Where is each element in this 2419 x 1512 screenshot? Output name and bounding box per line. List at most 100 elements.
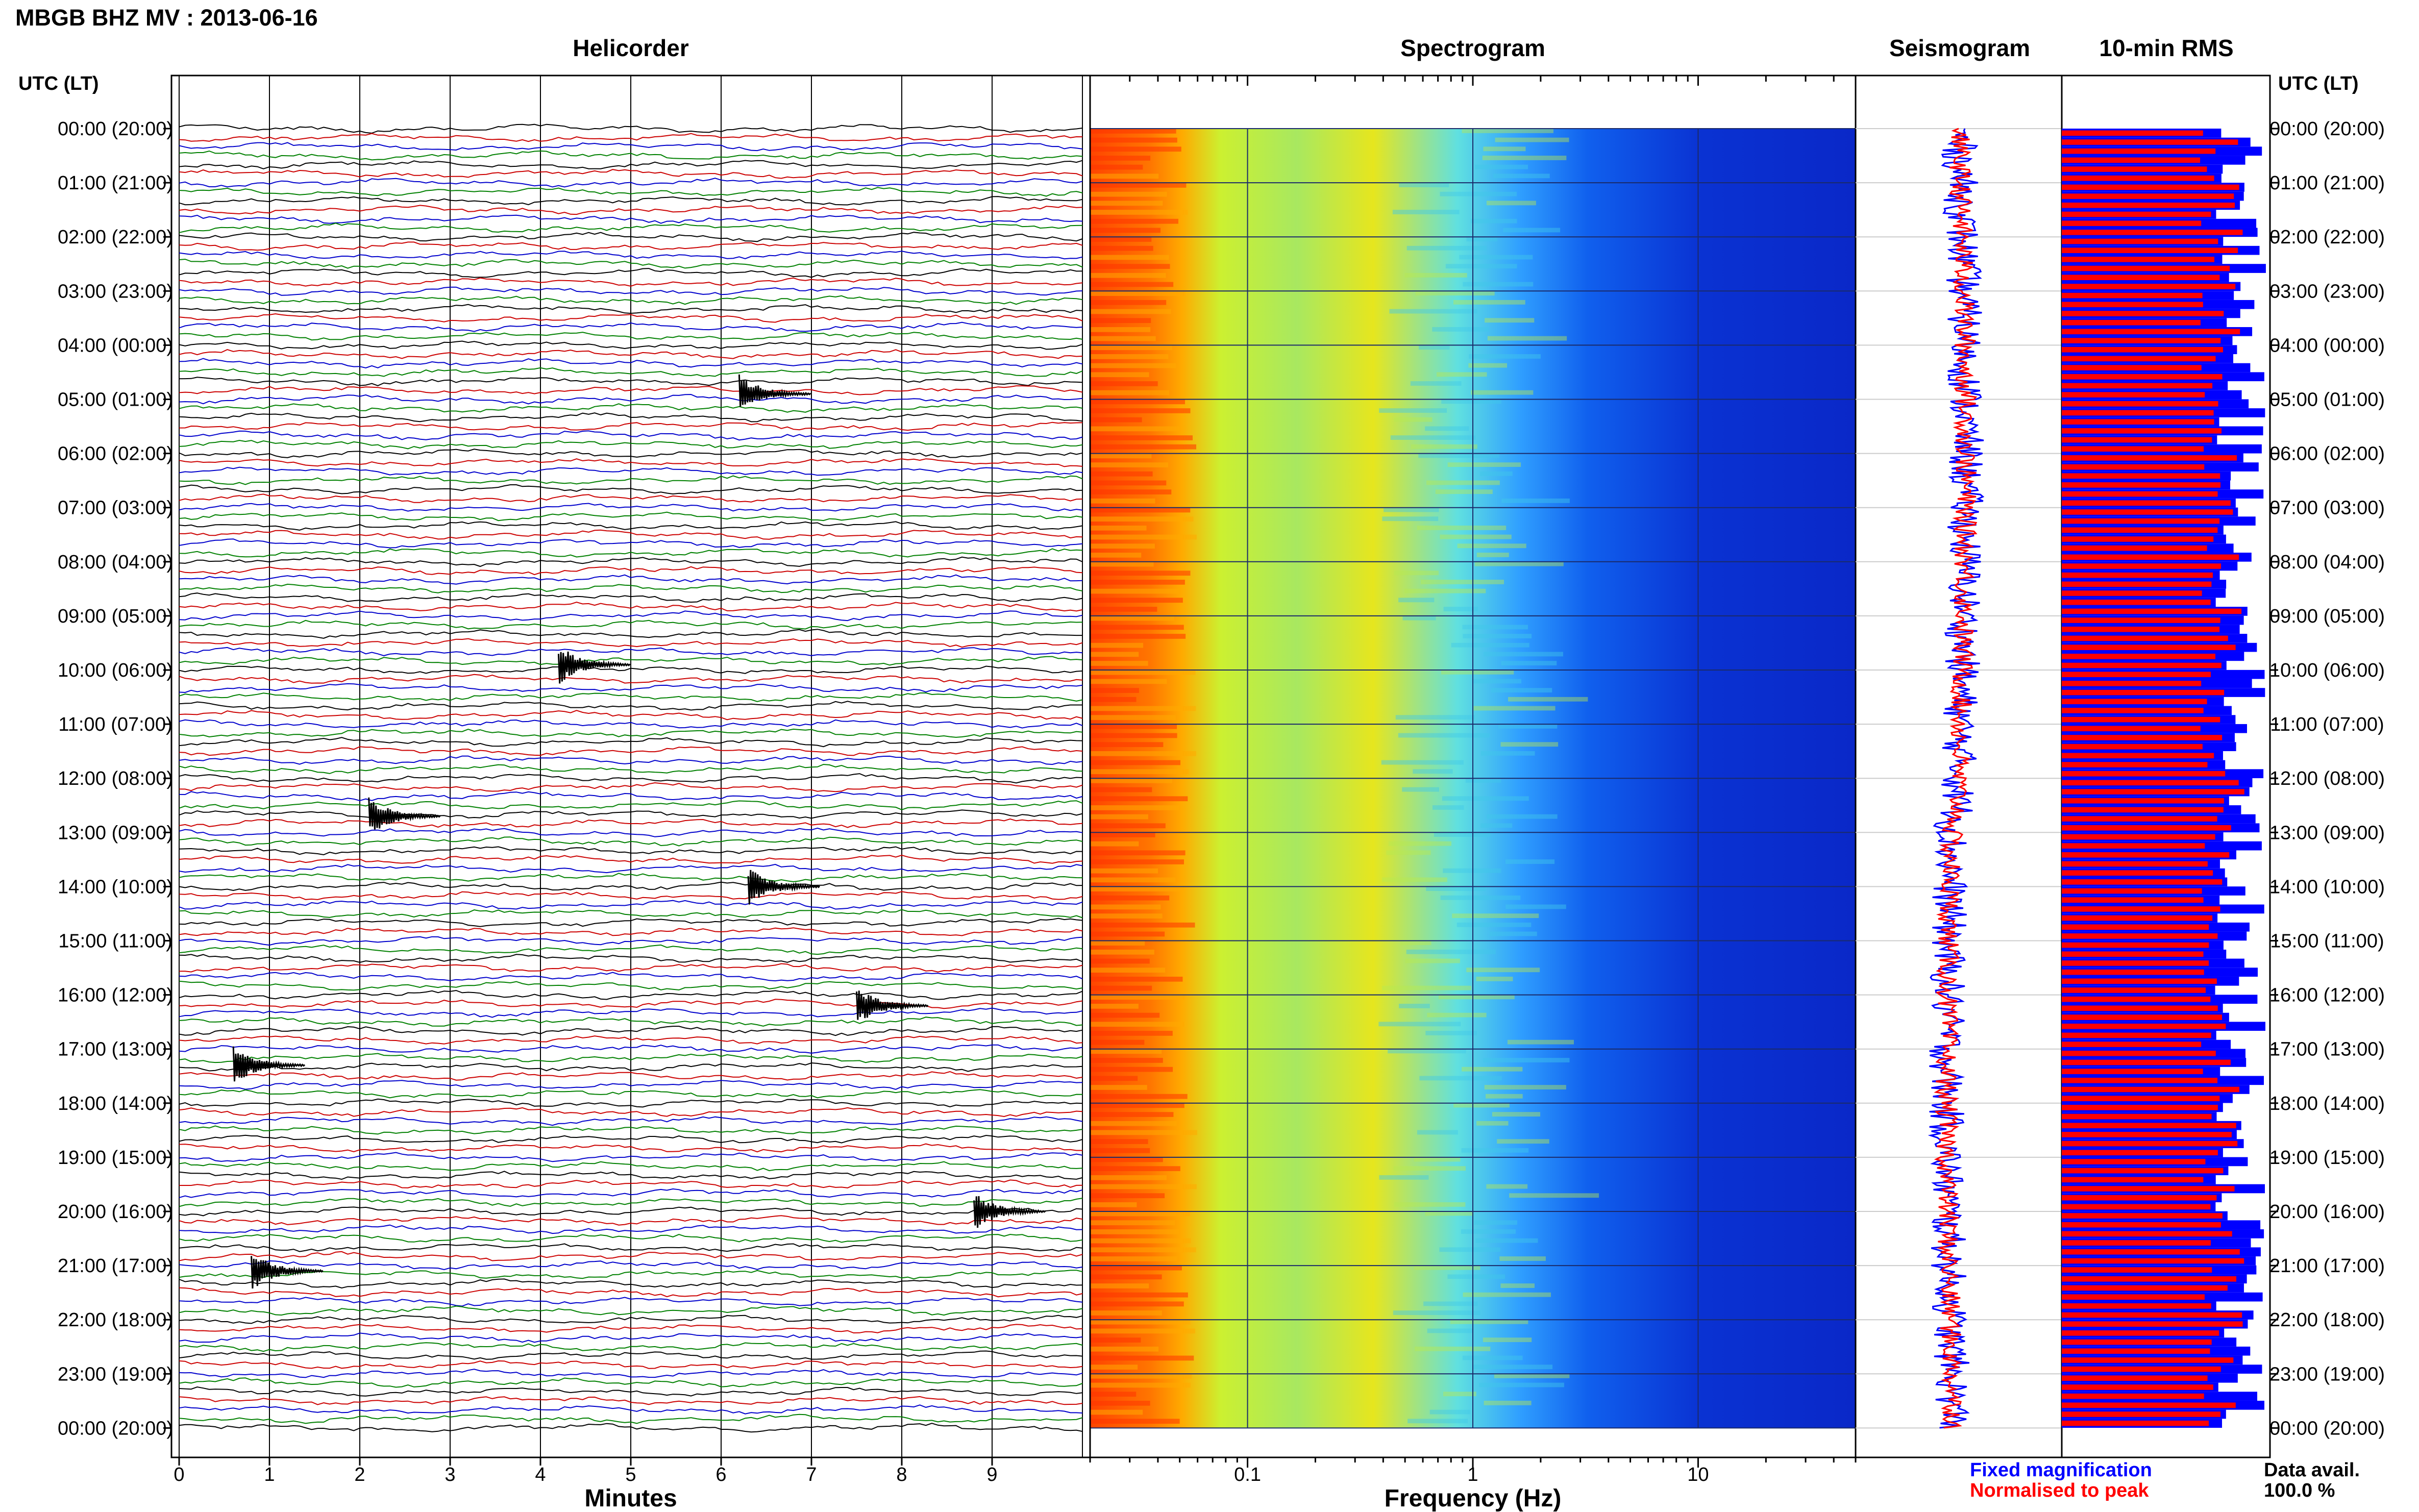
spectrogram-row-streak xyxy=(1090,625,1184,630)
spectrogram-row-streak xyxy=(1485,318,1535,323)
helicorder-trace xyxy=(179,1107,1083,1118)
helicorder-trace xyxy=(179,846,1083,856)
time-tick-label-right: 10:00 (06:00) xyxy=(2269,660,2385,681)
spectrogram-row-streak xyxy=(1090,354,1169,359)
rms-bar-normalised xyxy=(2062,933,2218,939)
spectrogram-row-streak xyxy=(1414,1157,1461,1162)
spectrogram-row-streak xyxy=(1090,976,1183,982)
spectrogram-row-streak xyxy=(1463,634,1532,638)
time-tick-label-right: 14:00 (10:00) xyxy=(2269,876,2385,898)
rms-bar-normalised xyxy=(2062,1294,2205,1300)
rms-bar-normalised xyxy=(2062,329,2240,335)
spectrogram-row-streak xyxy=(1434,832,1491,837)
helicorder-trace xyxy=(179,1062,1083,1072)
spectrogram-row-streak xyxy=(1493,173,1550,179)
spectrogram-row-streak xyxy=(1462,625,1528,630)
rms-bar-normalised xyxy=(2062,500,2231,506)
spectrogram-row-streak xyxy=(1090,435,1193,440)
helicorder-trace xyxy=(179,133,1083,142)
spectrogram-row-streak xyxy=(1486,1094,1523,1099)
spectrogram-row-streak xyxy=(1090,607,1157,612)
spectrogram-row-streak xyxy=(1090,534,1197,540)
spectrogram-row-streak xyxy=(1384,507,1439,512)
helicorder-trace xyxy=(179,674,1083,684)
data-availability-label: Data avail. xyxy=(2264,1459,2360,1481)
helicorder-trace xyxy=(179,800,1083,810)
helicorder-trace xyxy=(179,980,1083,991)
rms-bar-normalised xyxy=(2062,1213,2223,1219)
spectrogram-row-streak xyxy=(1090,1292,1188,1298)
rms-bar-normalised xyxy=(2062,645,2236,650)
helicorder-trace xyxy=(179,746,1083,756)
rms-bar-normalised xyxy=(2062,428,2221,434)
spectrogram-row-streak xyxy=(1482,156,1567,160)
spectrogram-row-streak xyxy=(1090,453,1152,459)
helicorder-trace xyxy=(179,1026,1083,1036)
helicorder-trace xyxy=(179,1369,1083,1379)
spectrogram-row-streak xyxy=(1090,137,1177,143)
rms-bar-normalised xyxy=(2062,852,2230,858)
helicorder-trace xyxy=(179,863,1083,874)
spectrogram-row-streak xyxy=(1090,1373,1192,1379)
helicorder-trace xyxy=(179,900,1083,910)
rms-bar-normalised xyxy=(2062,392,2205,398)
spectrogram-row-streak xyxy=(1491,688,1552,693)
spectrogram-row-streak xyxy=(1090,985,1152,991)
spectrogram-row-streak xyxy=(1090,1085,1147,1090)
helicorder-trace xyxy=(179,1116,1083,1126)
rms-bar-normalised xyxy=(2062,780,2239,786)
spectrogram-row-streak xyxy=(1394,417,1433,422)
helicorder-trace xyxy=(179,412,1083,423)
spectrogram-row-streak xyxy=(1090,291,1186,296)
helicorder-trace xyxy=(179,1287,1083,1298)
helicorder-trace xyxy=(179,891,1083,900)
spectrogram-row-streak xyxy=(1404,588,1486,593)
helicorder-trace xyxy=(179,1035,1083,1045)
spectrogram-row-streak xyxy=(1090,444,1197,450)
spectrogram-row-streak xyxy=(1405,958,1460,963)
helicorder-trace xyxy=(179,936,1083,946)
time-tick-label-right: 18:00 (14:00) xyxy=(2269,1093,2385,1114)
rms-bar-normalised xyxy=(2062,662,2221,668)
spectrogram-row-streak xyxy=(1400,940,1431,946)
spectrogram-row-streak xyxy=(1090,1238,1191,1244)
rms-bar-normalised xyxy=(2062,1086,2239,1093)
spectrogram-row-streak xyxy=(1090,201,1163,206)
rms-bar-normalised xyxy=(2062,446,2204,452)
rms-bar-normalised xyxy=(2062,211,2211,217)
spectrogram-row-streak xyxy=(1406,949,1496,954)
helicorder-trace xyxy=(179,583,1083,593)
helicorder-trace xyxy=(179,449,1083,458)
spectrogram-row-streak xyxy=(1406,245,1487,251)
rms-bar-normalised xyxy=(2062,139,2238,145)
spectrogram-row-streak xyxy=(1395,715,1475,720)
spectrogram-row-streak xyxy=(1090,462,1168,467)
rms-bar-normalised xyxy=(2062,699,2207,705)
rms-bar-normalised xyxy=(2062,1393,2204,1399)
time-tick-label-right: 01:00 (21:00) xyxy=(2269,172,2385,194)
spectrogram-row-streak xyxy=(1462,129,1553,133)
rms-bar-normalised xyxy=(2062,906,2220,912)
rms-bar-normalised xyxy=(2062,572,2213,578)
helicorder-trace xyxy=(179,458,1083,467)
rms-bar-normalised xyxy=(2062,1168,2224,1174)
spectrogram-row-streak xyxy=(1425,1031,1477,1035)
rms-bar-normalised xyxy=(2062,302,2203,308)
rms-bar-normalised xyxy=(2062,536,2214,542)
rms-bar-normalised xyxy=(2062,1366,2221,1372)
spectrogram-row-streak xyxy=(1498,724,1558,729)
spectrogram-row-streak xyxy=(1475,164,1528,169)
spectrogram-row-streak xyxy=(1090,1256,1177,1261)
rms-bar-normalised xyxy=(2062,1249,2240,1255)
spectrogram-row-streak xyxy=(1090,210,1188,215)
helicorder-event-burst xyxy=(557,651,631,684)
spectrogram-row-streak xyxy=(1090,1409,1143,1415)
spectrogram-row-streak xyxy=(1469,354,1541,359)
spectrogram-row-streak xyxy=(1090,913,1163,919)
rms-bar-normalised xyxy=(2062,735,2223,740)
helicorder-trace xyxy=(179,1080,1083,1090)
seismogram-title: Seismogram xyxy=(1889,35,2030,61)
rms-bar-normalised xyxy=(2062,1150,2218,1156)
helicorder-trace xyxy=(179,548,1083,558)
helicorder-trace xyxy=(179,358,1083,369)
